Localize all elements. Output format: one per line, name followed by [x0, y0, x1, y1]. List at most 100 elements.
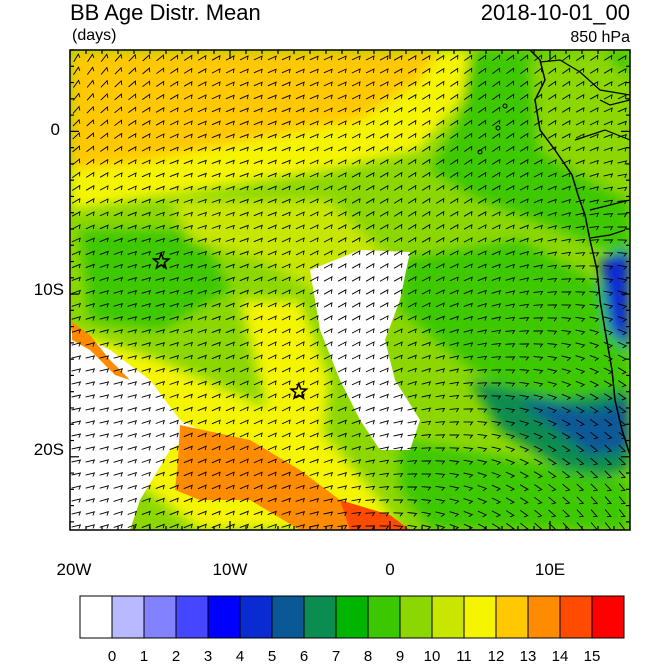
wind-barb: [421, 302, 431, 308]
wind-barb: [365, 275, 375, 282]
wind-barb: [155, 133, 165, 139]
wind-barb: [155, 523, 165, 529]
wind-barb: [379, 68, 389, 74]
wind-barb: [225, 55, 235, 61]
wind-barb: [351, 262, 361, 269]
wind-barb: [604, 470, 613, 479]
wind-barb: [617, 252, 628, 257]
wind-barb: [436, 145, 445, 152]
wind-barb: [393, 80, 403, 87]
wind-barb: [477, 197, 487, 204]
wind-barb: [506, 132, 515, 139]
wind-barb: [407, 302, 417, 308]
wind-barb: [85, 446, 96, 451]
wind-barb: [309, 159, 319, 165]
wind-barb: [72, 171, 81, 178]
wind-barb: [351, 146, 361, 152]
wind-barb: [575, 432, 585, 440]
wind-barb: [589, 303, 600, 309]
wind-barb: [617, 239, 628, 244]
border-congo: [589, 199, 630, 211]
wind-barb: [463, 485, 474, 492]
wind-barb: [590, 444, 599, 453]
wind-barb: [281, 55, 291, 61]
wind-barb: [547, 225, 558, 230]
wind-barb: [618, 509, 626, 518]
wind-barb: [393, 275, 403, 282]
wind-barb: [492, 106, 501, 113]
wind-barb: [239, 224, 249, 230]
wind-barb: [239, 432, 249, 438]
wind-barb: [351, 354, 361, 360]
wind-barb: [603, 316, 614, 323]
wind-barb: [435, 263, 445, 269]
wind-barb: [253, 315, 263, 321]
wind-barb: [548, 54, 557, 62]
wind-barb: [113, 329, 124, 334]
wind-barb: [169, 315, 180, 321]
wind-barb: [211, 458, 221, 464]
wind-barb: [309, 250, 319, 256]
wind-barb: [169, 445, 179, 451]
wind-barb: [547, 394, 558, 401]
wind-barb: [379, 354, 389, 360]
wind-barb: [505, 433, 516, 440]
wind-barb: [576, 445, 585, 453]
wind-barb: [211, 328, 221, 334]
field-blue-coast: [600, 250, 630, 350]
wind-barb: [477, 408, 488, 413]
wind-barb: [407, 210, 417, 217]
wind-barb: [281, 510, 291, 516]
wind-barb: [295, 511, 306, 516]
wind-barb: [85, 329, 96, 334]
wind-barb: [295, 185, 305, 191]
wind-barb: [295, 198, 305, 204]
wind-barb: [281, 289, 291, 295]
wind-barb: [197, 510, 207, 516]
wind-barb: [141, 264, 152, 269]
wind-barb: [267, 133, 277, 139]
wind-barb: [253, 237, 263, 243]
wind-barb: [73, 66, 81, 76]
wind-barb: [351, 525, 362, 530]
wind-barb: [113, 185, 123, 191]
wind-barb: [533, 264, 544, 269]
wind-barb: [337, 406, 347, 412]
wind-barb: [169, 250, 180, 256]
wind-barb: [407, 367, 417, 373]
wind-barb: [72, 92, 81, 101]
wind-barb: [71, 381, 82, 386]
wind-barb: [71, 302, 82, 308]
wind-barb: [505, 224, 515, 230]
wind-barb: [491, 446, 502, 453]
wind-barb: [617, 94, 627, 100]
wind-barb: [309, 237, 319, 243]
wind-barb: [211, 393, 221, 399]
wind-barb: [365, 380, 375, 386]
wind-barb: [127, 433, 138, 438]
wind-barb: [449, 408, 460, 413]
wind-barb: [576, 54, 585, 61]
wind-barb: [127, 263, 138, 269]
wind-barb: [603, 107, 613, 113]
wind-barb: [337, 107, 347, 113]
wind-barb: [365, 406, 375, 412]
wind-barb: [99, 290, 110, 295]
wind-barb: [491, 263, 501, 269]
wind-barb: [309, 94, 319, 100]
wind-barb: [603, 199, 614, 205]
wind-barb: [85, 316, 96, 321]
wind-barb: [85, 394, 96, 399]
wind-barb: [561, 304, 572, 309]
wind-barb: [547, 291, 558, 296]
wind-barb: [253, 458, 263, 464]
wind-barb: [505, 263, 515, 269]
wind-barb: [309, 107, 319, 113]
wind-barb: [575, 199, 586, 204]
wind-barb: [449, 368, 460, 373]
wind-barb: [267, 302, 277, 308]
wind-barb: [449, 54, 459, 61]
wind-barb: [253, 380, 263, 386]
wind-barb: [295, 406, 305, 412]
